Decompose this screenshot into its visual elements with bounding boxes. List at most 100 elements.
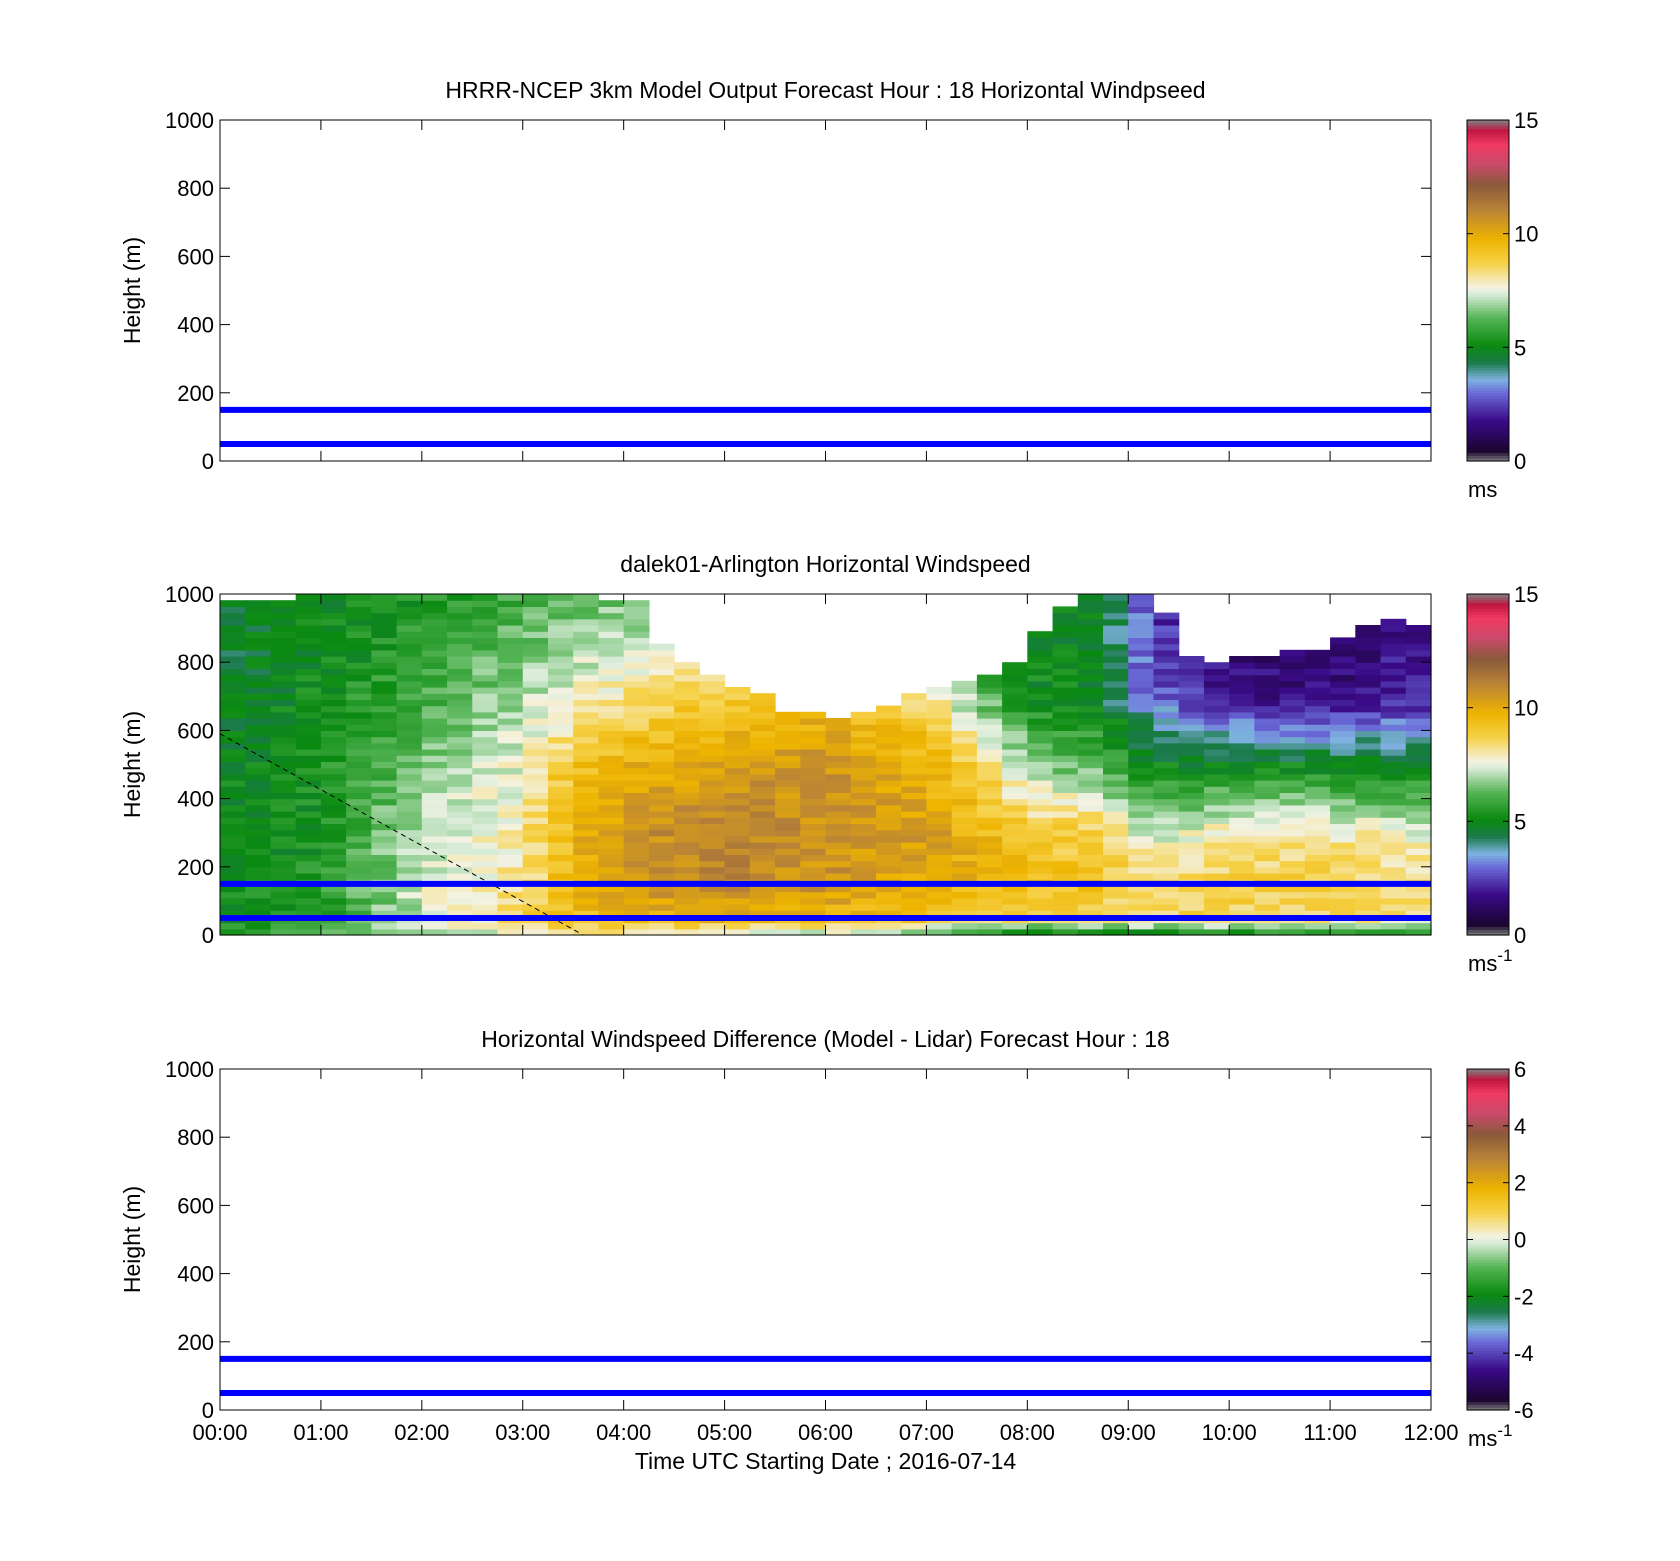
heatmap-cell [1002, 866, 1028, 874]
heatmap-cell [295, 637, 322, 645]
heatmap-cell [724, 817, 751, 824]
heatmap-cell [396, 600, 423, 607]
heatmap-cell [850, 829, 877, 837]
colorbar-segment [1467, 1404, 1509, 1408]
heatmap-cell [245, 680, 272, 688]
heatmap-cell [623, 736, 650, 744]
heatmap-cell [800, 755, 827, 762]
colorbar-segment [1467, 841, 1509, 845]
heatmap-cell [220, 848, 246, 855]
heatmap-cell [245, 618, 272, 626]
colorbar-segment [1467, 179, 1509, 184]
heatmap-cell [1330, 922, 1356, 930]
heatmap-cell [1178, 730, 1205, 738]
heatmap-cell [320, 749, 347, 756]
colorbar-segment [1467, 1114, 1509, 1118]
colorbar-segment [1467, 452, 1509, 456]
heatmap-cell [875, 897, 902, 905]
heatmap-cell [1380, 736, 1407, 744]
heatmap-cell [775, 829, 801, 837]
colorbar-segment [1467, 1165, 1509, 1170]
heatmap-cell [1103, 854, 1129, 862]
heatmap-cell [1077, 674, 1104, 682]
heatmap-cell [320, 612, 347, 620]
heatmap-cell [1355, 742, 1382, 750]
heatmap-cell [472, 730, 499, 738]
heatmap-cell [245, 835, 272, 843]
heatmap-cell [976, 687, 1003, 694]
heatmap-cell [1405, 811, 1432, 818]
heatmap-cell [1103, 637, 1129, 645]
heatmap-cell [547, 649, 574, 657]
heatmap-cell [547, 699, 574, 707]
colorbar-segment [1467, 898, 1509, 902]
heatmap-cell [1405, 711, 1432, 719]
heatmap-cell [724, 910, 751, 917]
heatmap-cell [749, 730, 776, 738]
heatmap-cell [573, 761, 600, 769]
heatmap-cell [421, 687, 448, 694]
heatmap-cell [421, 668, 448, 676]
heatmap-cell [976, 798, 1003, 806]
colorbar-segment [1467, 784, 1509, 788]
heatmap-cell [1077, 699, 1104, 707]
colorbar-tick-label: 0 [1514, 923, 1526, 948]
heatmap-cell [447, 897, 473, 905]
heatmap-cell [1027, 724, 1054, 731]
heatmap-cell [598, 674, 625, 682]
heatmap-cell [674, 773, 700, 781]
heatmap-cell [497, 773, 524, 781]
colorbar-segment [1467, 1398, 1509, 1403]
heatmap-cell [926, 767, 953, 775]
colorbar-segment [1467, 829, 1509, 834]
colorbar-segment [1467, 1182, 1509, 1187]
heatmap-cell [1077, 842, 1104, 849]
colorbar-segment [1467, 1341, 1509, 1346]
heatmap-cell [547, 854, 574, 862]
heatmap-cell [1103, 711, 1129, 719]
heatmap-cell [447, 736, 473, 744]
heatmap-cell [320, 804, 347, 812]
heatmap-cell [1153, 811, 1180, 818]
heatmap-cell [547, 767, 574, 775]
heatmap-cell [674, 755, 700, 762]
heatmap-cell [1052, 817, 1079, 824]
heatmap-cell [346, 910, 372, 917]
heatmap-cell [573, 680, 600, 688]
heatmap-cell [699, 761, 726, 769]
colorbar-segment [1467, 1211, 1509, 1215]
colorbar-segment [1467, 670, 1509, 675]
heatmap-cell [1279, 904, 1306, 911]
heatmap-cell [648, 780, 675, 787]
heatmap-cell [749, 928, 776, 936]
colorbar-segment [1467, 171, 1509, 175]
colorbar-segment [1467, 1313, 1509, 1317]
heatmap-cell [699, 780, 726, 787]
heatmap-cell [1380, 618, 1407, 626]
heatmap-cell [295, 594, 322, 601]
colorbar-segment [1467, 602, 1509, 606]
heatmap-cell [371, 804, 398, 812]
heatmap-cell [220, 767, 246, 775]
heatmap-cell [1178, 662, 1205, 669]
heatmap-cell [522, 891, 549, 899]
heatmap-cell [472, 649, 499, 657]
heatmap-cell [220, 904, 246, 911]
heatmap-cell [623, 873, 650, 880]
heatmap-cell [1077, 786, 1104, 793]
heatmap-cell [1405, 854, 1432, 862]
heatmap-cell [245, 804, 272, 812]
heatmap-cell [1254, 730, 1281, 738]
heatmap-cell [547, 891, 574, 899]
heatmap-cell [623, 885, 650, 893]
heatmap-cell [346, 780, 372, 787]
heatmap-cell [1229, 860, 1255, 868]
heatmap-cell [976, 823, 1003, 831]
heatmap-cell [1002, 693, 1028, 700]
heatmap-cell [1027, 687, 1054, 694]
heatmap-cell [472, 755, 499, 762]
heatmap-cell [699, 755, 726, 762]
heatmap-cell [1229, 680, 1255, 688]
heatmap-cell [522, 811, 549, 818]
heatmap-cell [1103, 786, 1129, 793]
